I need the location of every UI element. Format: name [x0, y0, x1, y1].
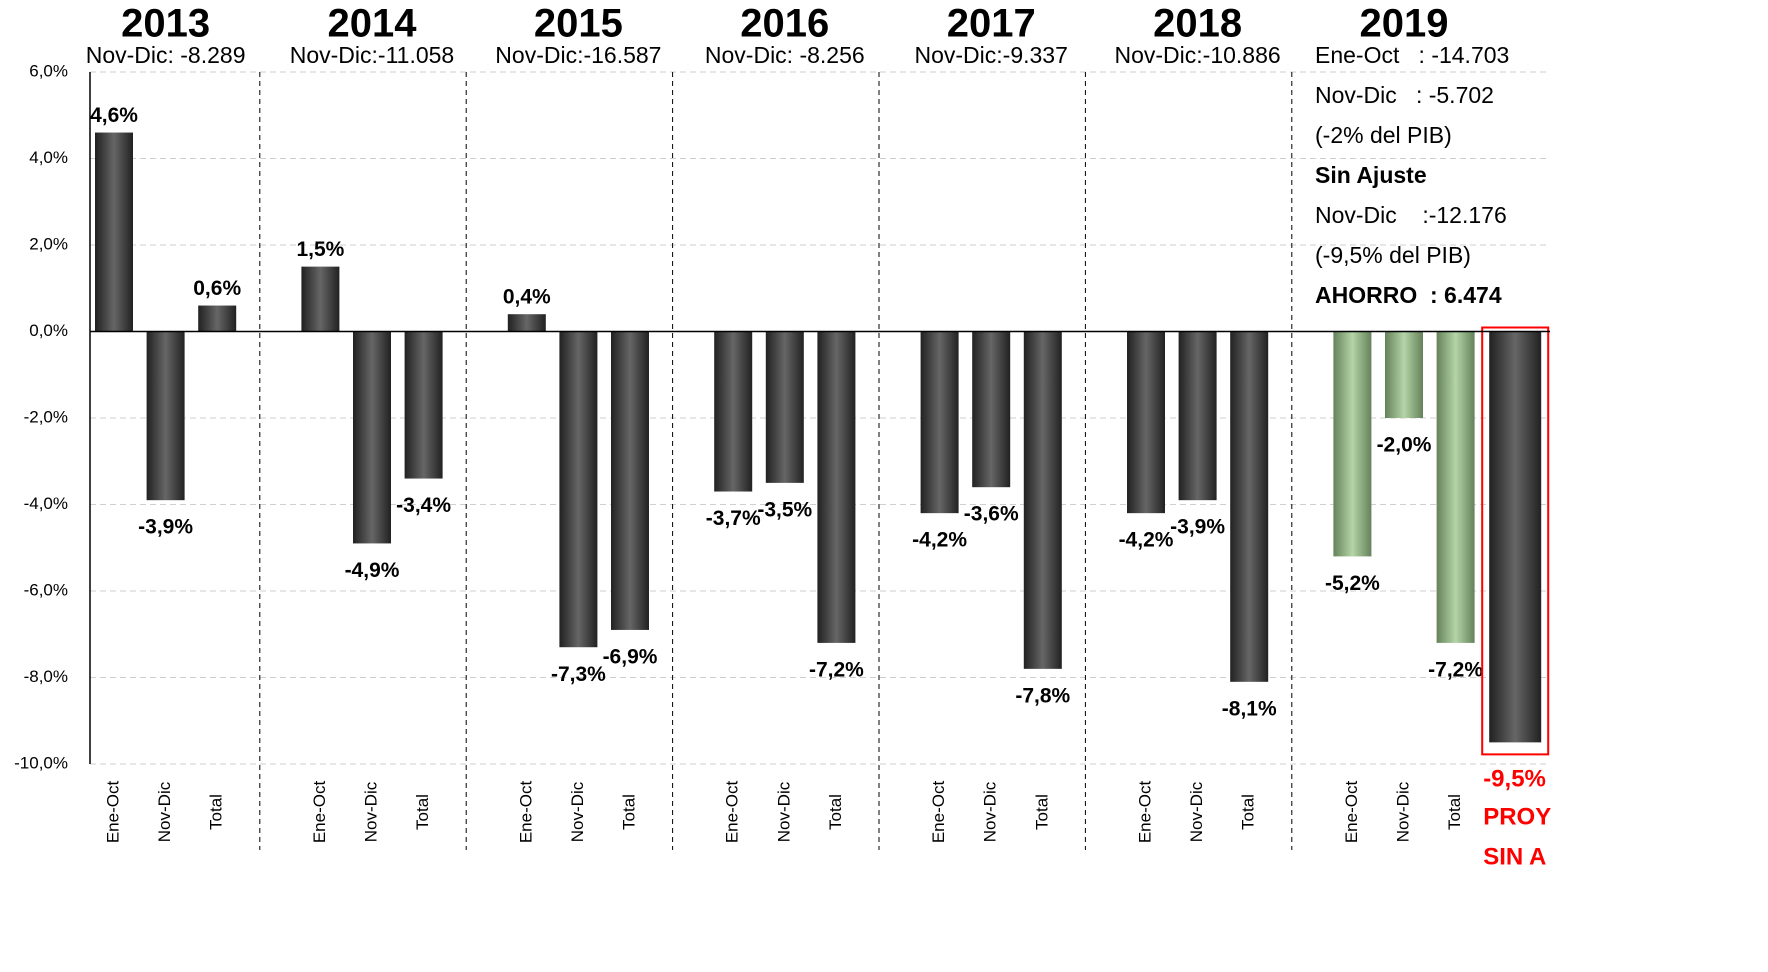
- x-tick-label: Ene-Oct: [723, 781, 742, 844]
- value-label: -3,5%: [757, 498, 812, 521]
- bar: [146, 331, 185, 501]
- group-title: 2018: [1153, 2, 1242, 46]
- annotation: SIN A: [1483, 844, 1546, 871]
- x-tick-label: Ene-Oct: [103, 781, 122, 844]
- bar: [765, 331, 804, 483]
- bar: [559, 331, 598, 648]
- y-tick-label: -4,0%: [24, 494, 68, 513]
- group-note: Nov-Dic: -8.289: [86, 42, 246, 68]
- bar: [95, 132, 133, 332]
- bar: [1127, 331, 1165, 514]
- value-label: -3,6%: [964, 503, 1019, 526]
- value-label: -3,9%: [1170, 516, 1225, 539]
- bar: [920, 331, 959, 514]
- bar: [1023, 331, 1062, 669]
- y-tick-label: -10,0%: [14, 753, 68, 772]
- y-tick-label: 6,0%: [29, 61, 68, 80]
- value-label: -5,2%: [1325, 572, 1380, 595]
- y-tick-label: 0,0%: [29, 321, 68, 340]
- x-tick-label: Total: [413, 794, 432, 830]
- group-title: 2017: [947, 2, 1036, 46]
- bar: [301, 266, 340, 332]
- group-title: 2016: [740, 2, 829, 46]
- value-label: -3,4%: [396, 494, 451, 517]
- bar: [611, 331, 649, 630]
- value-label: -6,9%: [603, 645, 658, 668]
- value-label: -3,7%: [706, 507, 761, 530]
- bar: [1385, 331, 1423, 418]
- bar: [404, 331, 443, 479]
- group-note: Nov-Dic:-9.337: [915, 42, 1068, 68]
- value-label: 0,6%: [193, 277, 241, 300]
- group-title: 2014: [328, 2, 418, 46]
- group-note: Nov-Dic : -5.702: [1315, 82, 1494, 108]
- group-note: (-2% del PIB): [1315, 122, 1452, 148]
- x-tick-label: Nov-Dic: [981, 781, 1000, 842]
- group-title: 2019: [1360, 2, 1449, 46]
- x-tick-label: Nov-Dic: [1187, 781, 1206, 842]
- x-tick-label: Total: [1239, 794, 1258, 830]
- value-label: -8,1%: [1222, 697, 1277, 720]
- bar: [1489, 331, 1542, 743]
- group-note: Nov-Dic:-11.058: [290, 42, 454, 68]
- group-note: Nov-Dic:-10.886: [1115, 42, 1281, 68]
- bar: [1178, 331, 1217, 501]
- y-tick-label: -2,0%: [24, 407, 68, 426]
- x-tick-label: Total: [826, 794, 845, 830]
- x-tick-label: Nov-Dic: [774, 781, 793, 842]
- x-tick-label: Total: [619, 794, 638, 830]
- value-label: -9,5%: [1483, 766, 1546, 793]
- value-label: -7,2%: [809, 658, 864, 681]
- x-tick-label: Ene-Oct: [1342, 781, 1361, 844]
- group-note: Sin Ajuste: [1315, 162, 1427, 188]
- x-tick-label: Total: [1032, 794, 1051, 830]
- group-note: Nov-Dic: -8.256: [705, 42, 865, 68]
- bar: [714, 331, 753, 492]
- bar: [353, 331, 391, 544]
- value-label: -7,3%: [551, 663, 606, 686]
- x-tick-label: Nov-Dic: [155, 781, 174, 842]
- value-label: -4,2%: [1119, 529, 1174, 552]
- value-label: -2,0%: [1377, 434, 1432, 457]
- bar: [1230, 331, 1269, 682]
- x-tick-label: Total: [1445, 794, 1464, 830]
- bar: [198, 305, 237, 332]
- bar-outline: [1481, 326, 1550, 756]
- group-title: 2013: [121, 2, 210, 46]
- x-tick-label: Ene-Oct: [516, 781, 535, 844]
- x-tick-label: Nov-Dic: [568, 781, 587, 842]
- x-tick-label: Ene-Oct: [310, 781, 329, 844]
- bar: [972, 331, 1011, 488]
- y-tick-label: 4,0%: [29, 148, 68, 167]
- value-label: 0,4%: [503, 286, 551, 309]
- group-note: AHORRO : 6.474: [1315, 282, 1502, 308]
- x-tick-label: Ene-Oct: [929, 781, 948, 844]
- x-tick-label: Ene-Oct: [1135, 781, 1154, 844]
- bar: [1333, 331, 1372, 557]
- bar: [817, 331, 856, 643]
- value-label: -7,2%: [1428, 658, 1483, 681]
- annotation: PROY: [1483, 804, 1551, 831]
- bar: [1436, 331, 1475, 643]
- y-tick-label: -6,0%: [24, 580, 68, 599]
- value-label: 1,5%: [296, 238, 344, 261]
- group-title: 2015: [534, 2, 623, 46]
- group-note: Nov-Dic :-12.176: [1315, 202, 1507, 228]
- value-label: -7,8%: [1015, 684, 1070, 707]
- value-label: -3,9%: [138, 516, 193, 539]
- value-label: 4,6%: [90, 104, 138, 127]
- value-label: -4,9%: [345, 559, 400, 582]
- bar: [507, 314, 546, 332]
- group-note: Nov-Dic:-16.587: [495, 42, 661, 68]
- x-tick-label: Nov-Dic: [361, 781, 380, 842]
- x-tick-label: Total: [207, 794, 226, 830]
- group-note: (-9,5% del PIB): [1315, 242, 1471, 268]
- x-tick-label: Nov-Dic: [1393, 781, 1412, 842]
- y-tick-label: 2,0%: [29, 234, 68, 253]
- value-label: -4,2%: [912, 529, 967, 552]
- y-tick-label: -8,0%: [24, 667, 68, 686]
- group-note: Ene-Oct : -14.703: [1315, 42, 1509, 68]
